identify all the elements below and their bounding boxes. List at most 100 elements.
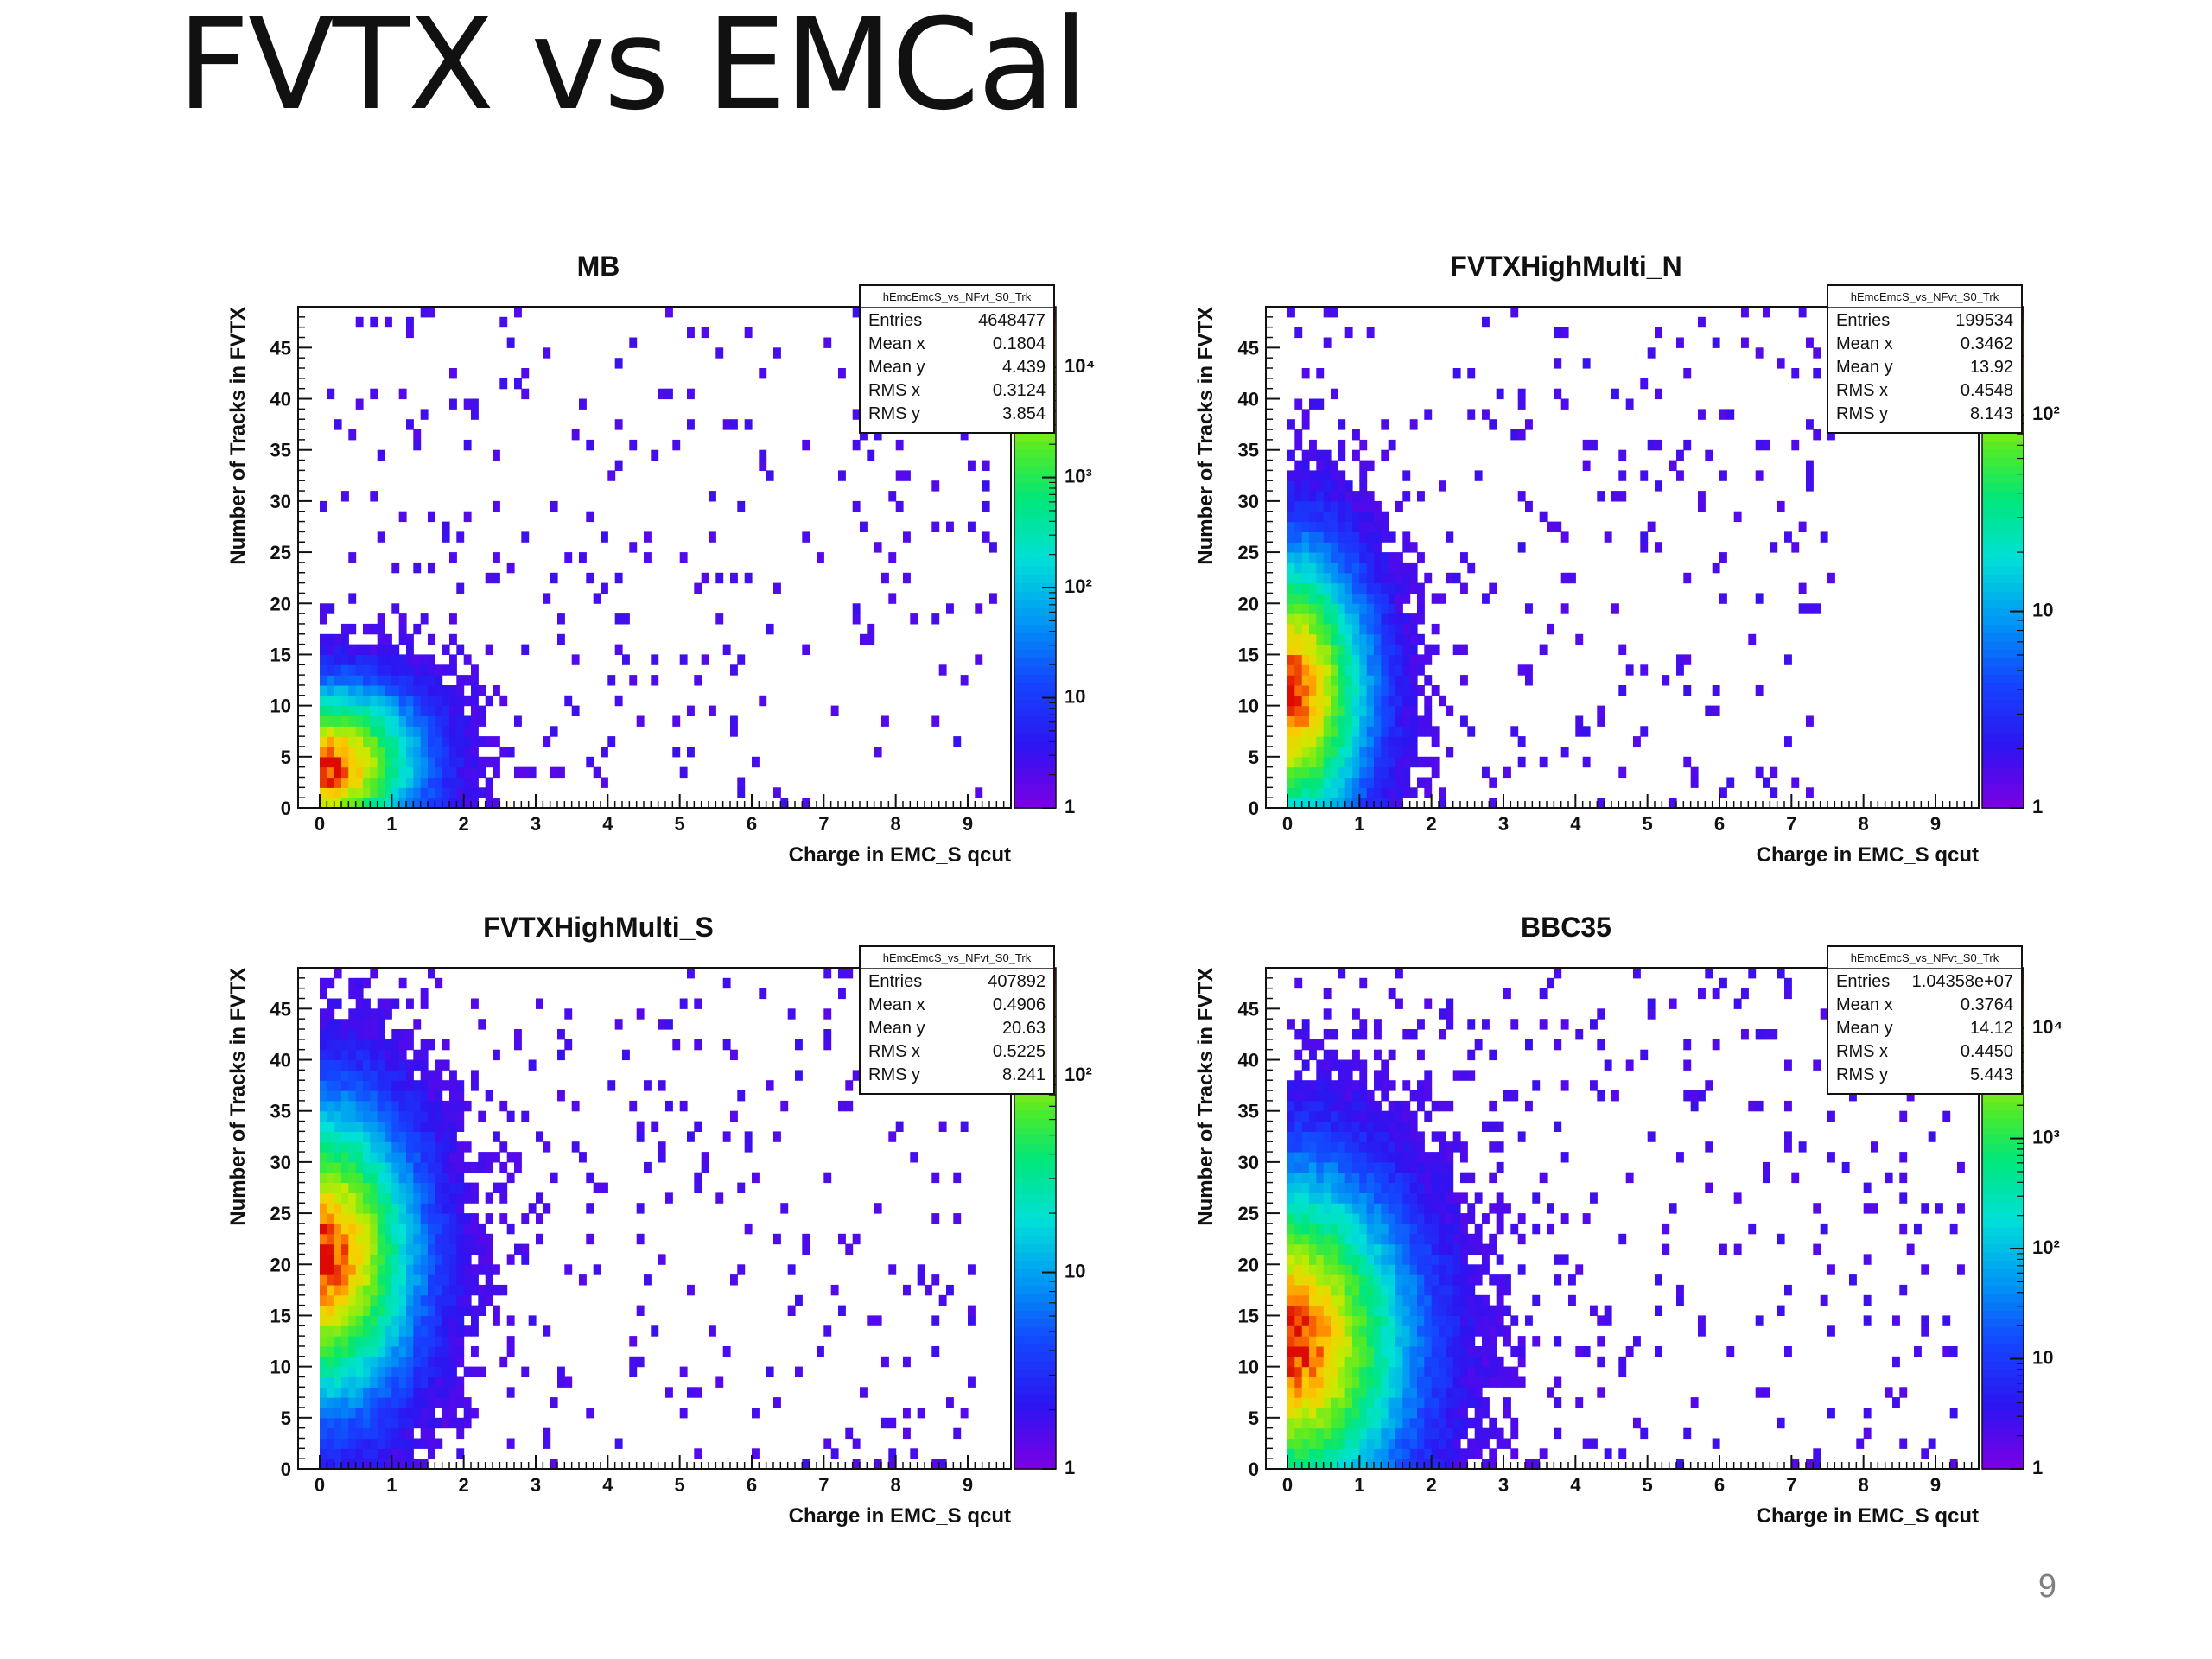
- heatmap-cell: [370, 766, 378, 779]
- heatmap-cell: [391, 1100, 400, 1112]
- heatmap-cell: [320, 500, 327, 512]
- heatmap-cell: [1439, 1438, 1446, 1449]
- heatmap-cell: [1381, 777, 1389, 788]
- heatmap-cell: [478, 705, 486, 716]
- heatmap-cell: [665, 307, 673, 318]
- heatmap-cell: [1560, 603, 1569, 614]
- heatmap-cell: [1402, 1264, 1411, 1275]
- heatmap-cell: [413, 1336, 422, 1347]
- heatmap-cell: [1301, 1233, 1310, 1245]
- heatmap-cell: [1921, 1203, 1929, 1214]
- heatmap-cell: [1417, 715, 1425, 727]
- heatmap-cell: [1388, 1427, 1396, 1440]
- colorbar-segment: [1014, 624, 1056, 633]
- heatmap-cell: [614, 1438, 623, 1449]
- heatmap-cell: [341, 1223, 349, 1235]
- heatmap-cell: [1489, 1305, 1497, 1316]
- heatmap-cell: [968, 521, 976, 532]
- heatmap-cell: [1770, 1029, 1778, 1040]
- heatmap-cell: [1294, 562, 1303, 574]
- heatmap-cell: [1301, 1110, 1310, 1122]
- heatmap-cell: [1323, 1366, 1332, 1377]
- heatmap-cell: [1431, 1131, 1440, 1142]
- heatmap-cell: [1316, 531, 1325, 543]
- colorbar-segment: [1982, 1226, 2024, 1236]
- heatmap-cell: [1949, 1223, 1958, 1235]
- heatmap-cell: [1338, 633, 1346, 645]
- heatmap-cell: [341, 1049, 349, 1061]
- heatmap-cell: [1402, 1284, 1411, 1296]
- colorbar-segment: [1982, 1460, 2024, 1470]
- heatmap-cell: [1590, 1192, 1598, 1204]
- heatmap-cell: [1352, 521, 1360, 532]
- heatmap-cell: [1467, 1366, 1476, 1377]
- heatmap-cell: [579, 1152, 587, 1163]
- heatmap-cell: [586, 572, 594, 584]
- heatmap-cell: [1381, 1141, 1389, 1153]
- heatmap-cell: [370, 1294, 378, 1306]
- colorbar-segment: [1014, 724, 1056, 734]
- heatmap-cell: [1467, 1305, 1476, 1316]
- colorbar-segment: [1014, 1193, 1056, 1203]
- heatmap-cell: [327, 1213, 335, 1224]
- heatmap-cell: [320, 1029, 327, 1040]
- heatmap-cell: [1388, 644, 1396, 655]
- heatmap-cell: [348, 1254, 357, 1265]
- heatmap-cell: [420, 1264, 429, 1275]
- heatmap-cell: [1294, 470, 1303, 481]
- heatmap-cell: [830, 1448, 839, 1459]
- heatmap-cell: [1446, 1213, 1454, 1224]
- heatmap-cell: [334, 1356, 342, 1368]
- heatmap-cell: [348, 429, 357, 441]
- heatmap-cell: [1359, 1213, 1368, 1224]
- heatmap-cell: [478, 1254, 486, 1265]
- heatmap-cell: [420, 1141, 429, 1153]
- y-tick-label: 20: [1238, 593, 1259, 614]
- heatmap-cell: [471, 705, 479, 716]
- colorbar-segment: [1014, 665, 1056, 676]
- heatmap-cell: [1547, 1203, 1554, 1214]
- heatmap-cell: [348, 1356, 357, 1368]
- heatmap-cell: [1417, 756, 1425, 768]
- heatmap-cell: [485, 777, 493, 788]
- y-tick-label: 5: [1249, 1408, 1259, 1429]
- heatmap-cell: [1287, 521, 1295, 532]
- heatmap-cell: [391, 1152, 400, 1163]
- heatmap-cell: [1344, 480, 1353, 492]
- heatmap-cell: [1489, 1346, 1497, 1357]
- heatmap-cell: [1733, 998, 1742, 1009]
- heatmap-cell: [1510, 1346, 1519, 1357]
- heatmap-cell: [1352, 1408, 1360, 1419]
- heatmap-cell: [413, 1121, 422, 1132]
- heatmap-cell: [1352, 1203, 1360, 1214]
- heatmap-cell: [334, 685, 342, 696]
- heatmap-cell: [406, 1346, 414, 1357]
- heatmap-cell: [1323, 613, 1332, 625]
- heatmap-cell: [327, 1192, 335, 1204]
- heatmap-cell: [1323, 1417, 1332, 1429]
- heatmap-cell: [1323, 1049, 1332, 1061]
- heatmap-cell: [1806, 715, 1814, 727]
- heatmap-cell: [1791, 368, 1800, 379]
- heatmap-cell: [442, 1110, 450, 1122]
- heatmap-cell: [1417, 1100, 1425, 1112]
- heatmap-cell: [1424, 1070, 1433, 1081]
- heatmap-cell: [327, 1294, 335, 1306]
- heatmap-cell: [1417, 1274, 1425, 1286]
- heatmap-cell: [1344, 766, 1353, 779]
- heatmap-cell: [1301, 593, 1310, 604]
- y-tick-label: 10: [1238, 696, 1259, 717]
- heatmap-cell: [1352, 1161, 1360, 1173]
- heatmap-cell: [1366, 1438, 1375, 1449]
- heatmap-cell: [363, 1213, 371, 1224]
- heatmap-cell: [1755, 593, 1764, 604]
- heatmap-cell: [1482, 1366, 1490, 1377]
- heatmap-cell: [1294, 439, 1303, 451]
- heatmap-cell: [1784, 988, 1792, 1000]
- heatmap-cell: [377, 695, 385, 707]
- heatmap-cell: [1402, 654, 1411, 665]
- heatmap-cell: [1733, 1243, 1742, 1255]
- heatmap-cell: [1712, 705, 1720, 716]
- heatmap-cell: [370, 1110, 378, 1122]
- heatmap-cell: [1359, 542, 1368, 553]
